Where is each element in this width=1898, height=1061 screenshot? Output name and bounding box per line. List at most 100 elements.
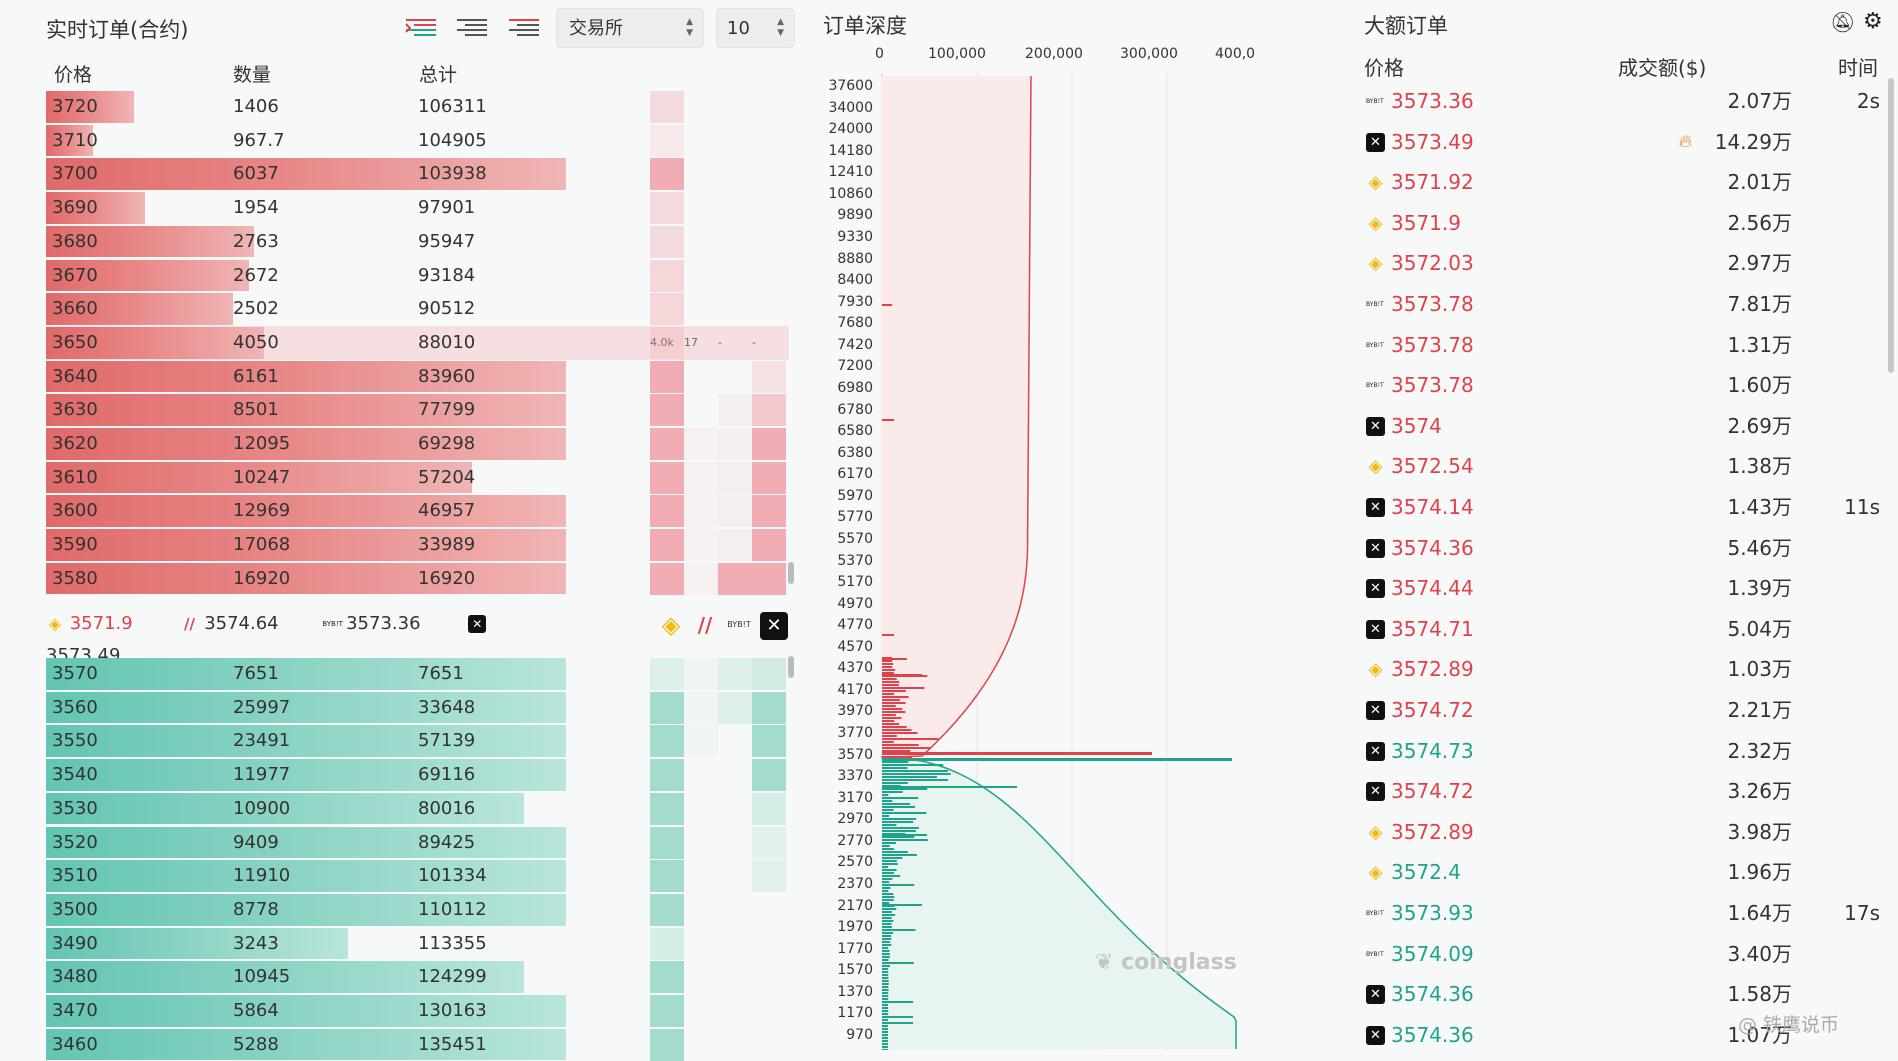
bid-level-bar (882, 944, 892, 946)
large-order-row[interactable]: ◈ 3572.54 1.38万 (1360, 446, 1880, 487)
bid-row[interactable]: 3460 5288 135451 (46, 1028, 566, 1061)
heat-cell (650, 691, 684, 724)
large-order-row[interactable]: ✕ 3574.72 3.26万 (1360, 771, 1880, 812)
large-order-row[interactable]: BYB!T 3573.78 1.60万 (1360, 365, 1880, 406)
large-order-amount: 2.56万 (1727, 210, 1792, 235)
mute-bell-icon[interactable]: 🔕︎ (1830, 10, 1856, 34)
heat-cell (718, 495, 752, 528)
ask-level-bar (882, 678, 897, 680)
large-order-row[interactable]: ✕ 3574.71 5.04万 (1360, 609, 1880, 650)
heat-cell (752, 759, 786, 792)
large-order-row[interactable]: BYB!T 3573.36 2.07万 2s (1360, 81, 1880, 122)
ask-scrollbar[interactable] (788, 562, 794, 584)
large-order-row[interactable]: ◈ 3572.4 1.96万 (1360, 852, 1880, 893)
bid-row[interactable]: 3480 10945 124299 (46, 960, 566, 994)
bid-row[interactable]: 3570 7651 7651 (46, 657, 566, 691)
ask-level-bar (882, 699, 900, 701)
ask-row[interactable]: 3590 17068 33989 (46, 528, 566, 562)
ask-row[interactable]: 3700 6037 103938 (46, 157, 566, 191)
ask-row[interactable]: 3630 8501 77799 (46, 393, 566, 427)
exchange-select[interactable]: 交易所 ▲ ▼ (556, 8, 704, 48)
large-order-row[interactable]: ✕ 3574.36 5.46万 (1360, 528, 1880, 569)
bid-level-bar (882, 896, 895, 898)
heat-cell (650, 192, 684, 225)
bid-price: 3470 (52, 1000, 98, 1021)
depth-panel: 订单深度 0 100,000 200,000 300,000 400,0 37600 34… (815, 0, 1320, 1050)
ask-row[interactable]: 3580 16920 16920 (46, 562, 566, 596)
bid-row[interactable]: 3490 3243 113355 (46, 927, 566, 961)
bid-level-bar (882, 911, 892, 913)
bids-only-view-icon[interactable] (455, 16, 489, 40)
large-order-row[interactable]: ✕ 3574.36 1.58万 (1360, 974, 1880, 1015)
depth-chart[interactable] (881, 74, 1320, 1050)
asks-only-view-icon[interactable] (507, 16, 541, 40)
exchange-filter[interactable]: ◈ // BYB!T ✕ (658, 610, 790, 640)
ask-row[interactable]: 3690 1954 97901 (46, 191, 566, 225)
bid-row[interactable]: 3510 11910 101334 (46, 859, 566, 893)
bid-total: 57139 (418, 730, 476, 752)
binance-icon[interactable]: ◈ (661, 611, 681, 639)
large-order-row[interactable]: ✕ 3574.36 1.07万 (1360, 1015, 1880, 1056)
large-order-row[interactable]: ◈ 3572.89 1.03万 (1360, 649, 1880, 690)
depth-count-select[interactable]: 10 ▲ ▼ (716, 8, 795, 48)
large-order-row[interactable]: ◈ 3571.9 2.56万 (1360, 203, 1880, 244)
bid-level-bar (882, 1043, 888, 1045)
ask-total: 93184 (418, 264, 476, 286)
y-tick: 1570 (837, 962, 873, 979)
bid-row[interactable]: 3470 5864 130163 (46, 994, 566, 1028)
bid-level-bar (882, 1013, 889, 1015)
gear-icon[interactable]: ⚙ (1863, 9, 1883, 34)
bid-row[interactable]: 3550 23491 57139 (46, 724, 566, 758)
bid-row[interactable]: 3500 8778 110112 (46, 893, 566, 927)
large-order-row[interactable]: ✕ 3574.44 1.39万 (1360, 568, 1880, 609)
ask-row[interactable]: 3620 12095 69298 (46, 427, 566, 461)
ask-level-bar (882, 669, 896, 671)
large-order-amount: 2.01万 (1727, 170, 1792, 195)
bid-level-bar (882, 890, 889, 892)
large-order-row[interactable]: ✕ 3574.14 1.43万 11s (1360, 487, 1880, 528)
okx-icon[interactable]: ✕ (760, 612, 788, 640)
large-order-row[interactable]: BYB!T 3574.09 3.40万 (1360, 934, 1880, 975)
ask-row[interactable]: 3670 2672 93184 (46, 259, 566, 293)
bid-level-bar (882, 1022, 914, 1024)
heat-cell (650, 658, 684, 690)
large-order-row[interactable]: BYB!T 3573.78 7.81万 (1360, 284, 1880, 325)
ask-total: 90512 (418, 298, 476, 320)
large-order-row[interactable]: ✕ 3573.49 🔥︎ 14.29万 (1360, 122, 1880, 163)
large-order-row[interactable]: ✕ 3574.72 2.21万 (1360, 690, 1880, 731)
ask-row[interactable]: 3680 2763 95947 (46, 225, 566, 259)
bid-level-bar (882, 923, 892, 925)
bid-total: 135451 (418, 1033, 487, 1055)
bybit-icon[interactable]: BYB!T (727, 620, 751, 629)
large-orders-scrollbar[interactable] (1888, 78, 1894, 373)
ask-qty: 12095 (233, 433, 291, 454)
bitmex-icon[interactable]: // (697, 613, 713, 637)
large-order-row[interactable]: BYB!T 3573.78 1.31万 (1360, 325, 1880, 366)
bid-level-bar (882, 998, 889, 1000)
binance-icon: ◈ (1368, 862, 1383, 884)
bid-row[interactable]: 3560 25997 33648 (46, 691, 566, 725)
large-order-row[interactable]: ✕ 3574 2.69万 (1360, 406, 1880, 447)
ask-row[interactable]: 3720 1406 106311 (46, 90, 566, 124)
large-order-row[interactable]: BYB!T 3573.93 1.64万 17s (1360, 893, 1880, 934)
both-sides-view-icon[interactable] (404, 16, 438, 40)
bid-level-bar (882, 938, 892, 940)
x-tick: 400,0 (1215, 46, 1256, 62)
large-order-row[interactable]: ◈ 3572.03 2.97万 (1360, 243, 1880, 284)
large-order-row[interactable]: ◈ 3572.89 3.98万 (1360, 812, 1880, 853)
ask-row[interactable]: 3600 12969 46957 (46, 494, 566, 528)
ask-row[interactable]: 3610 10247 57204 (46, 461, 566, 495)
bybit-icon: BYB!T (1366, 98, 1384, 105)
large-order-row[interactable]: ✕ 3574.73 2.32万 (1360, 731, 1880, 772)
ask-row[interactable]: 3660 2502 90512 (46, 292, 566, 326)
bid-level-bar (882, 848, 894, 850)
bid-level-bar (882, 827, 919, 829)
bid-row[interactable]: 3540 11977 69116 (46, 758, 566, 792)
bid-scrollbar[interactable] (788, 656, 794, 678)
bid-row[interactable]: 3520 9409 89425 (46, 826, 566, 860)
bid-row[interactable]: 3530 10900 80016 (46, 792, 566, 826)
ask-row[interactable]: 3640 6161 83960 (46, 360, 566, 394)
ask-row[interactable]: 3710 967.7 104905 (46, 124, 566, 158)
large-order-row[interactable]: ◈ 3571.92 2.01万 (1360, 162, 1880, 203)
ask-row[interactable]: 3650 4050 88010 4.0k 17 - - (46, 325, 789, 360)
